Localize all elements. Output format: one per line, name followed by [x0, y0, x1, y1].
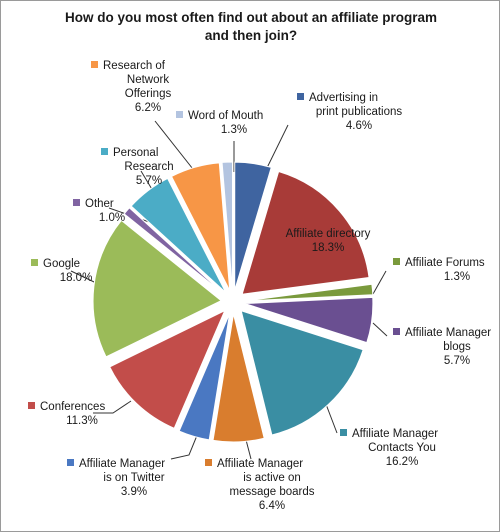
slice-category-label: Affiliate Manager — [217, 458, 303, 470]
pie-slice — [240, 310, 364, 436]
slice-value-label: 18.0% — [60, 272, 93, 284]
slice-value-label: 1.3% — [444, 271, 470, 283]
pie-slice — [109, 309, 226, 429]
legend-marker — [101, 148, 108, 155]
slice-label: Conferences 11.3% — [28, 401, 105, 427]
legend-marker — [67, 459, 74, 466]
slice-category-label: is active on — [243, 472, 301, 484]
slice-value-label: 11.3% — [66, 415, 98, 427]
pie-slice — [130, 177, 227, 293]
slice-category-label: Affiliate directory — [286, 228, 371, 240]
slice-label: Affiliate Manager Contacts You 16.2% — [340, 428, 438, 468]
legend-marker — [340, 429, 347, 436]
slice-label: Word of Mouth 1.3% — [176, 110, 263, 136]
slice-category-label: Personal — [113, 147, 158, 159]
slice-value-label: 1.0% — [99, 212, 125, 224]
slice-category-label: Network — [127, 74, 169, 86]
slice-category-label: Research — [124, 161, 173, 173]
slice-label: Google 18.0% — [31, 258, 92, 284]
slice-category-label: Contacts You — [368, 442, 436, 454]
pie-slice — [244, 296, 374, 344]
chart-title: How do you most often find out about an … — [31, 9, 471, 45]
legend-marker — [73, 199, 80, 206]
legend-marker — [297, 93, 304, 100]
slice-category-label: Conferences — [40, 401, 105, 413]
slice-category-label: Other — [85, 198, 114, 210]
slice-label: Affiliate Manager is active on message boa… — [205, 458, 315, 512]
slice-value-label: 16.2% — [386, 456, 419, 468]
slice-label: Advertising in print publications 4.6% — [297, 92, 402, 132]
leader-line — [372, 270, 387, 295]
slice-category-label: Research of — [103, 60, 166, 72]
leader-line — [170, 432, 199, 460]
slice-label: Personal Research 5.7% — [101, 147, 174, 187]
slice-value-label: 6.2% — [135, 102, 161, 114]
legend-marker — [393, 258, 400, 265]
slice-category-label: Google — [43, 258, 80, 270]
pie-slice — [221, 161, 234, 291]
slice-category-label: Advertising in — [309, 92, 378, 104]
slice-value-label: 18.3% — [312, 242, 345, 254]
chart-title-line-2: and then join? — [204, 28, 298, 43]
chart-title-line-1: How do you most often find out about an … — [65, 10, 437, 25]
slice-value-label: 6.4% — [259, 500, 285, 512]
pie-slice — [212, 313, 265, 443]
pie-slices — [92, 161, 374, 443]
slice-value-label: 3.9% — [121, 486, 147, 498]
pie-slice — [234, 161, 272, 291]
pie-slice — [241, 170, 370, 295]
legend-marker — [176, 111, 183, 118]
slice-value-label: 5.7% — [444, 355, 470, 367]
legend-marker — [28, 402, 35, 409]
leader-line — [372, 322, 388, 337]
slice-label: Affiliate Manager blogs 5.7% — [393, 327, 491, 367]
slice-category-label: Affiliate Manager — [405, 327, 491, 339]
slice-label: Affiliate directory 18.3% — [286, 228, 371, 254]
slice-labels: Advertising in print publications 4.6% Affi… — [28, 60, 491, 512]
pie-slice — [92, 219, 223, 358]
slice-label: Other 1.0% — [73, 198, 125, 224]
slice-category-label: Affiliate Manager — [79, 458, 165, 470]
slice-value-label: 1.3% — [221, 124, 247, 136]
pie-slice — [178, 313, 231, 441]
slice-value-label: 4.6% — [346, 120, 372, 132]
leader-line — [93, 400, 132, 414]
pie-slice — [123, 207, 225, 295]
legend-marker — [31, 259, 38, 266]
slice-category-label: blogs — [443, 341, 471, 353]
slice-category-label: Word of Mouth — [188, 110, 263, 122]
pie-slice — [170, 162, 231, 291]
legend-marker — [393, 328, 400, 335]
slice-category-label: print publications — [316, 106, 403, 118]
legend-marker — [91, 61, 98, 68]
slice-category-label: message boards — [229, 486, 314, 498]
slice-category-label: Offerings — [125, 88, 172, 100]
slice-value-label: 5.7% — [136, 175, 162, 187]
slice-category-label: is on Twitter — [103, 472, 164, 484]
pie-slice — [244, 283, 374, 302]
legend-marker — [205, 459, 212, 466]
slice-label: Research of Network Offerings 6.2% — [91, 60, 171, 114]
slice-label: Affiliate Manager is on Twitter 3.9% — [67, 458, 165, 498]
slice-category-label: Affiliate Manager — [352, 428, 438, 440]
slice-category-label: Affiliate Forums — [405, 257, 485, 269]
slice-label: Affiliate Forums 1.3% — [393, 257, 485, 283]
